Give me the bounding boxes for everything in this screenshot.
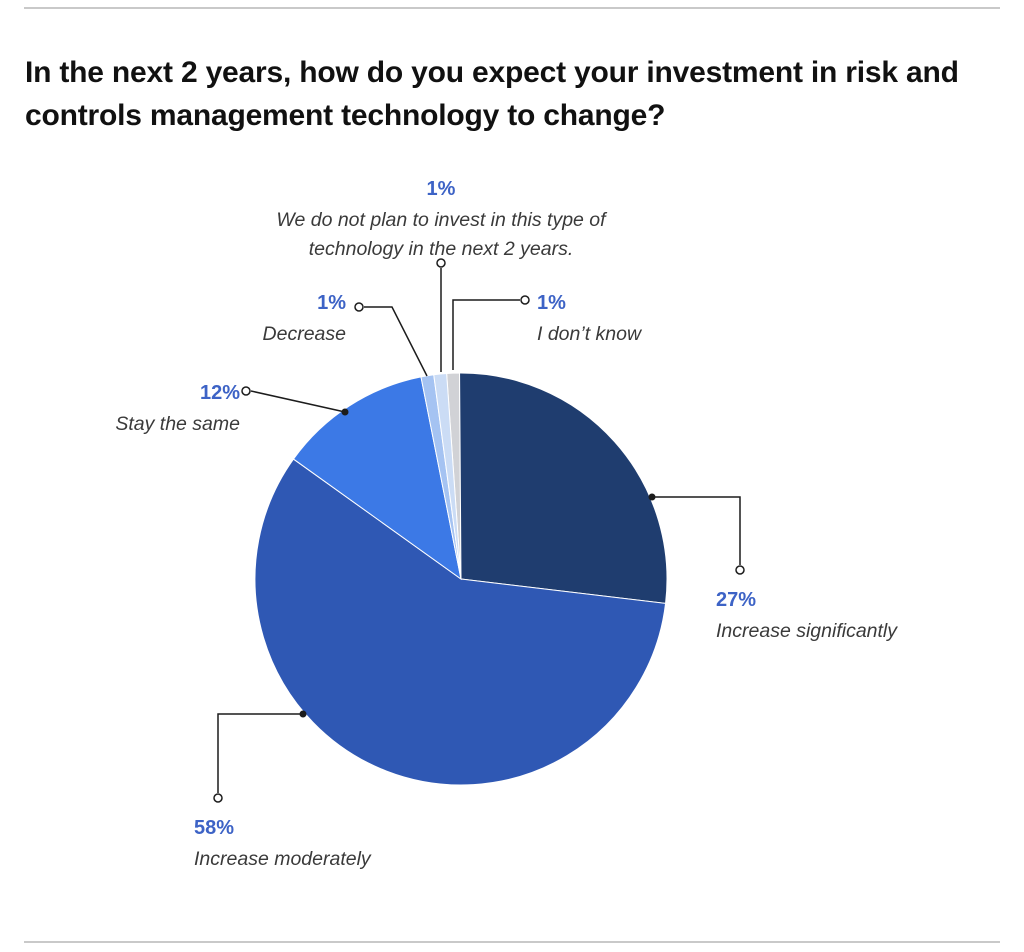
chart-title: In the next 2 years, how do you expect y… [25,56,959,132]
slice-label-increase-significantly: Increase significantly [716,620,898,642]
callout-increase-significantly: 27% Increase significantly [716,585,986,646]
pie-slice-increase-significantly [459,372,668,604]
slice-label-i-dont-know: I don’t know [537,323,642,345]
leader-anchor-dot-increase-moderately [299,710,307,718]
percent-label-increase-significantly: 27% [716,589,757,611]
slice-label-stay-the-same: Stay the same [115,413,240,435]
leader-anchor-dot-stay-the-same [341,408,349,416]
leader-line-increase-significantly [652,496,741,565]
callout-increase-moderately: 58% Increase moderately [194,813,464,874]
percent-label-stay-the-same: 12% [199,382,240,404]
callout-no-plan: 1% We do not plan to invest in this type… [271,174,611,265]
percent-label-increase-moderately: 58% [194,817,235,839]
pie-slice-stay-the-same [292,376,462,581]
slice-label-decrease: Decrease [262,323,346,345]
percent-label-decrease: 1% [317,292,346,314]
leader-line-decrease [364,306,428,377]
leader-end-dot-no-plan [436,258,446,268]
leader-end-dot-increase-moderately [213,793,223,803]
callout-decrease: 1% Decrease [146,288,346,349]
slice-label-increase-moderately: Increase moderately [194,848,371,870]
percent-label-i-dont-know: 1% [537,292,566,314]
leader-end-dot-decrease [354,302,364,312]
pie-slices [254,372,668,786]
leader-end-dot-i-dont-know [520,295,530,305]
leader-line-i-dont-know [452,299,520,370]
leader-anchor-dot-increase-significantly [648,493,656,501]
pie-slice-no-plan [433,372,462,580]
top-divider [24,7,1000,9]
leader-end-dot-stay-the-same [241,386,251,396]
callout-i-dont-know: 1% I don’t know [537,288,767,349]
leader-end-dot-increase-significantly [735,565,745,575]
bottom-divider [24,941,1000,943]
callout-stay-the-same: 12% Stay the same [30,378,240,439]
slice-label-no-plan: We do not plan to invest in this type of… [276,209,606,261]
percent-label-no-plan: 1% [426,178,456,200]
leader-line-increase-moderately [217,713,303,793]
pie-slice-increase-moderately [254,458,667,786]
leader-line-stay-the-same [250,390,346,413]
